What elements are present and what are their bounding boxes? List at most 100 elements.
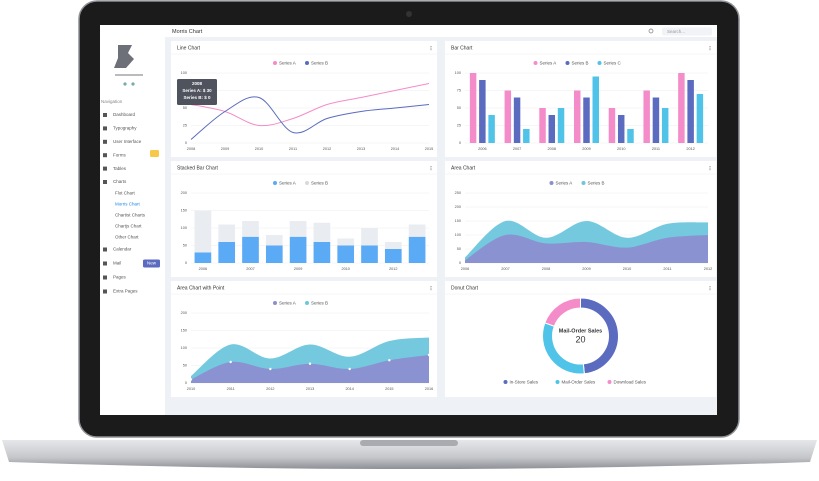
stacked-bar-segment [313,242,331,263]
legend-label: Series A [556,180,573,185]
submenu-item[interactable]: Flot Chart [115,191,136,196]
bar [469,73,477,143]
menu-item[interactable]: Dashboard [113,112,136,117]
legend-swatch [273,61,277,65]
notification-bell[interactable] [648,28,654,34]
x-tick-label: 2010 [341,267,349,271]
line-series [190,83,430,127]
panel-menu-dot [430,286,432,287]
stacked-bar-segment [361,228,378,246]
bar [583,97,590,143]
legend-swatch [597,61,602,65]
bar [696,94,704,143]
x-tick-label: 2009 [582,147,590,151]
menu-icon [103,275,107,280]
x-tick-label: 2013 [357,147,365,151]
submenu-item[interactable]: Other Chart [115,235,139,240]
legend-swatch [565,61,570,65]
brand-text [115,74,143,76]
y-tick-label: 50 [183,364,187,368]
page-title: Morris Chart [172,29,203,35]
stacked-bar-segment [242,221,259,237]
x-tick-label: 2006 [478,147,486,151]
bar [643,90,650,143]
menu-icon [103,126,107,131]
panel-menu-dot [430,49,432,51]
y-tick-label: 25 [183,124,187,128]
menu-item[interactable]: Tables [113,166,127,171]
x-tick-label: 2006 [461,267,469,271]
panel-title: Area Chart with Point [177,285,225,291]
panel-menu-dot [709,166,711,167]
stacked-bar-segment [242,236,259,263]
menu-icon [103,139,107,144]
bar [617,115,625,143]
legend-swatch [305,301,309,305]
x-tick-label: 2016 [425,387,433,391]
x-tick-label: 2008 [548,147,556,151]
stacked-bar-segment [408,224,426,237]
bar [539,108,546,143]
bar [608,108,616,143]
x-tick-label: 2009 [582,267,590,271]
y-tick-label: 25 [457,124,461,128]
legend-label: Series A [540,60,557,65]
stacked-bar-segment [265,235,283,246]
y-tick-label: 50 [457,247,461,251]
legend-swatch [305,61,309,65]
menu-icon [103,153,107,158]
panel-menu-dot [709,289,711,291]
legend-swatch [273,181,277,185]
stacked-bar-segment [194,252,212,263]
submenu-item[interactable]: Chartist Charts [115,213,146,218]
menu-item[interactable]: Charts [113,179,127,184]
bar [513,97,521,143]
menu-item[interactable]: Mail [113,261,121,266]
y-tick-label: 50 [183,244,187,248]
search-box[interactable] [662,27,712,36]
bar [504,90,512,143]
menu-item[interactable]: User Interface [113,139,142,144]
x-tick-label: 2012 [686,147,694,151]
menu-item[interactable]: Forms [113,152,126,157]
menu-item[interactable]: Pages [113,275,127,280]
menu-item[interactable]: Typography [113,126,137,131]
donut-segment [544,297,581,327]
tooltip-title: 2008 [192,81,203,86]
menu-icon [103,113,107,117]
bar [627,129,634,143]
legend-swatch [581,181,586,185]
x-tick-label: 2014 [345,387,353,391]
panel-menu-dot [709,46,711,47]
x-tick-label: 2015 [385,387,393,391]
panel-menu-dot [709,169,711,171]
x-tick-label: 2013 [306,387,314,391]
y-tick-label: 50 [183,106,187,110]
stacked-bar-segment [194,210,212,253]
bar [548,115,556,143]
logo [114,45,134,68]
y-tick-label: 100 [181,226,187,230]
laptop-base [2,440,817,469]
y-tick-label: 150 [181,329,187,333]
panel-title: Donut Chart [451,285,479,291]
x-tick-label: 2006 [199,267,207,271]
bar [652,97,660,143]
bar [687,80,694,143]
legend-swatch [305,181,309,185]
submenu-item[interactable]: Morris Chart [115,202,141,207]
y-tick-label: 0 [185,381,187,385]
panel-menu-dot [709,167,711,169]
tooltip-line: Series A: $ 30 [182,88,212,93]
x-tick-label: 2010 [623,267,631,271]
x-tick-label: 2011 [289,147,297,151]
menu-item[interactable]: Extra Pages [113,289,138,294]
submenu-item[interactable]: Chartjs Chart [115,224,142,229]
x-tick-label: 2015 [425,147,433,151]
legend-label: Series A [279,180,296,185]
panel-title: Line Chart [177,45,201,51]
nav-heading: Navigation [101,99,123,104]
menu-item[interactable]: Calendar [113,247,132,252]
x-tick-label: 2011 [227,387,235,391]
stacked-bar-segment [408,236,426,263]
